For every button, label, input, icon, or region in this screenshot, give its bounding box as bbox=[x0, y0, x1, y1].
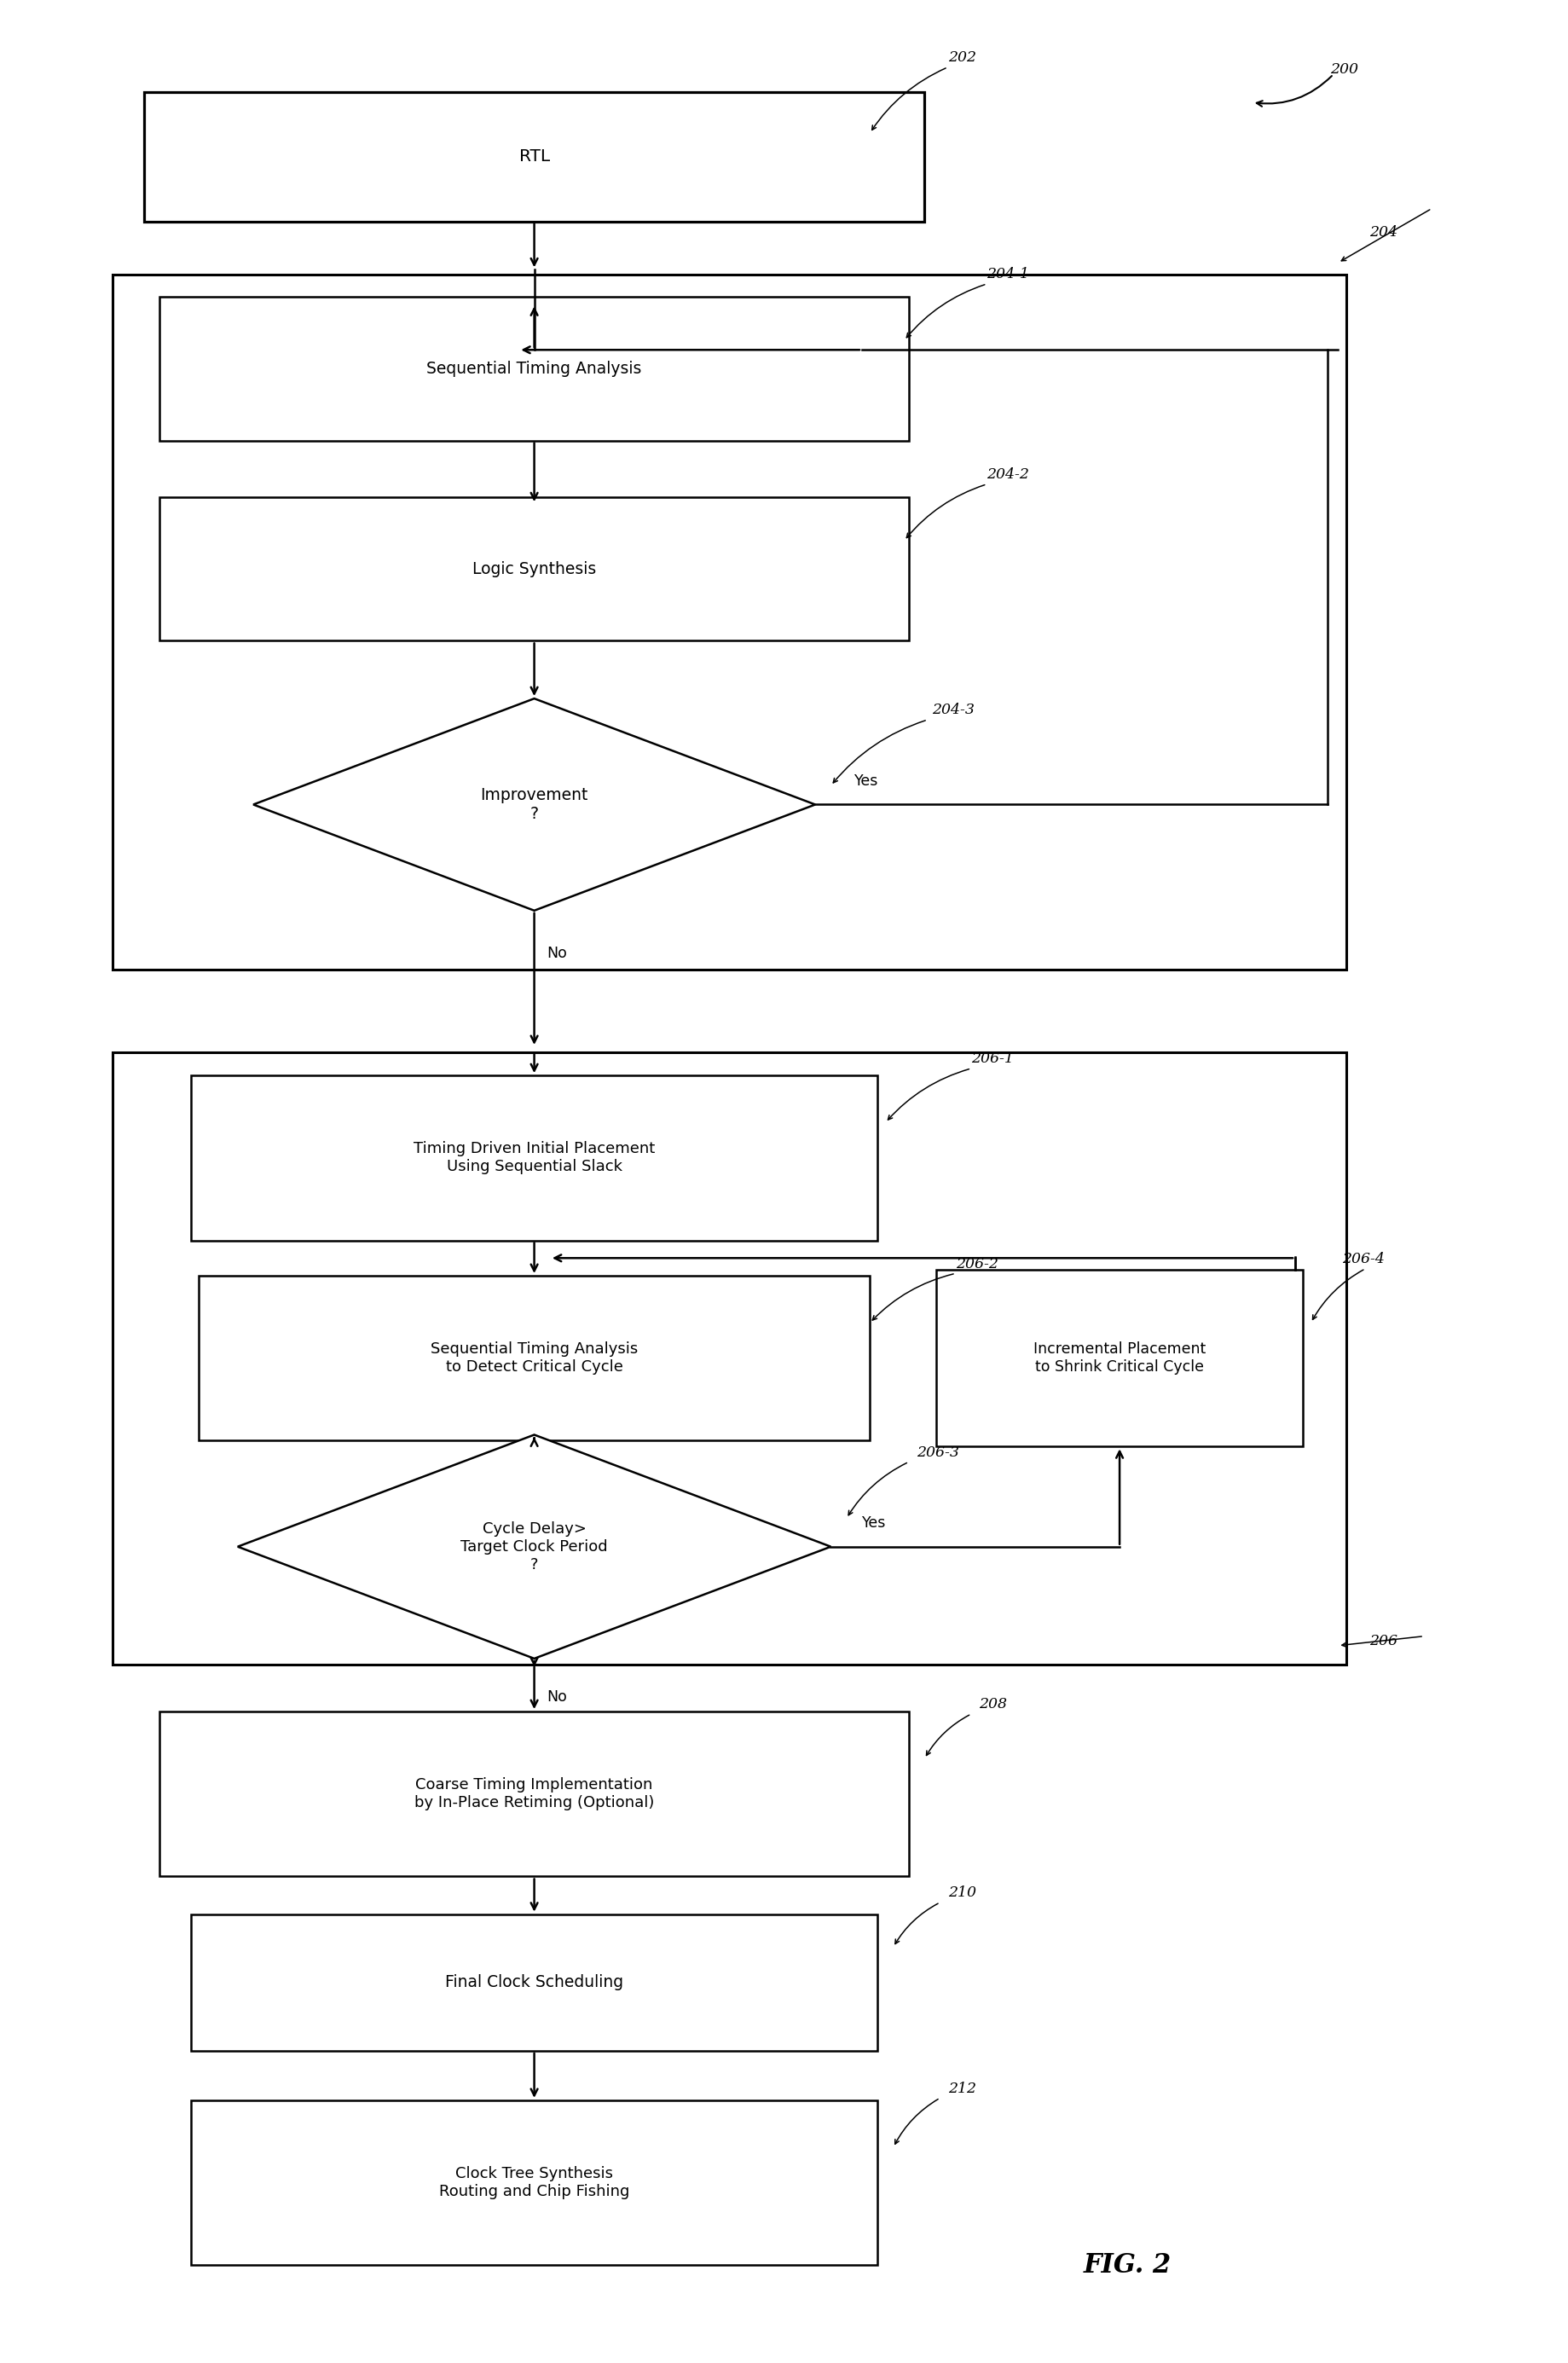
Polygon shape bbox=[254, 699, 815, 910]
Text: Cycle Delay>
Target Clock Period
?: Cycle Delay> Target Clock Period ? bbox=[461, 1522, 608, 1571]
Text: Sequential Timing Analysis
to Detect Critical Cycle: Sequential Timing Analysis to Detect Cri… bbox=[431, 1342, 638, 1375]
Text: Sequential Timing Analysis: Sequential Timing Analysis bbox=[426, 362, 641, 376]
Text: 206-1: 206-1 bbox=[971, 1052, 1014, 1066]
Text: No: No bbox=[547, 945, 568, 962]
Text: Logic Synthesis: Logic Synthesis bbox=[472, 560, 596, 577]
FancyBboxPatch shape bbox=[936, 1269, 1303, 1446]
Text: 204-2: 204-2 bbox=[986, 468, 1030, 482]
FancyBboxPatch shape bbox=[191, 2101, 878, 2266]
Text: 204: 204 bbox=[1369, 224, 1397, 239]
FancyBboxPatch shape bbox=[113, 1052, 1345, 1664]
Text: 210: 210 bbox=[949, 1886, 975, 1900]
Text: Improvement
?: Improvement ? bbox=[480, 787, 588, 822]
FancyBboxPatch shape bbox=[191, 1914, 878, 2051]
Text: FIG. 2: FIG. 2 bbox=[1083, 2252, 1171, 2278]
Text: RTL: RTL bbox=[519, 149, 550, 165]
Text: 206-2: 206-2 bbox=[956, 1257, 999, 1271]
Text: Yes: Yes bbox=[862, 1515, 886, 1531]
Polygon shape bbox=[238, 1434, 831, 1659]
Text: Coarse Timing Implementation
by In-Place Retiming (Optional): Coarse Timing Implementation by In-Place… bbox=[414, 1777, 654, 1810]
Text: 208: 208 bbox=[978, 1697, 1007, 1711]
Text: Timing Driven Initial Placement
Using Sequential Slack: Timing Driven Initial Placement Using Se… bbox=[414, 1141, 655, 1174]
Text: 200: 200 bbox=[1330, 61, 1358, 76]
FancyBboxPatch shape bbox=[160, 298, 909, 440]
FancyBboxPatch shape bbox=[191, 1075, 878, 1241]
Text: No: No bbox=[547, 1690, 568, 1704]
Text: 202: 202 bbox=[949, 50, 975, 66]
Text: 212: 212 bbox=[949, 2082, 975, 2096]
FancyBboxPatch shape bbox=[113, 274, 1345, 969]
Text: 206-3: 206-3 bbox=[917, 1446, 960, 1460]
Text: 204-3: 204-3 bbox=[933, 704, 975, 718]
FancyBboxPatch shape bbox=[160, 1711, 909, 1876]
FancyBboxPatch shape bbox=[160, 496, 909, 640]
Text: Clock Tree Synthesis
Routing and Chip Fishing: Clock Tree Synthesis Routing and Chip Fi… bbox=[439, 2167, 629, 2200]
Text: 206-4: 206-4 bbox=[1342, 1252, 1385, 1267]
Text: Final Clock Scheduling: Final Clock Scheduling bbox=[445, 1975, 624, 1990]
Text: Incremental Placement
to Shrink Critical Cycle: Incremental Placement to Shrink Critical… bbox=[1033, 1342, 1206, 1375]
Text: 206: 206 bbox=[1369, 1633, 1397, 1647]
Text: Yes: Yes bbox=[855, 773, 878, 789]
FancyBboxPatch shape bbox=[144, 92, 925, 222]
Text: 204-1: 204-1 bbox=[986, 267, 1030, 281]
FancyBboxPatch shape bbox=[199, 1276, 870, 1441]
